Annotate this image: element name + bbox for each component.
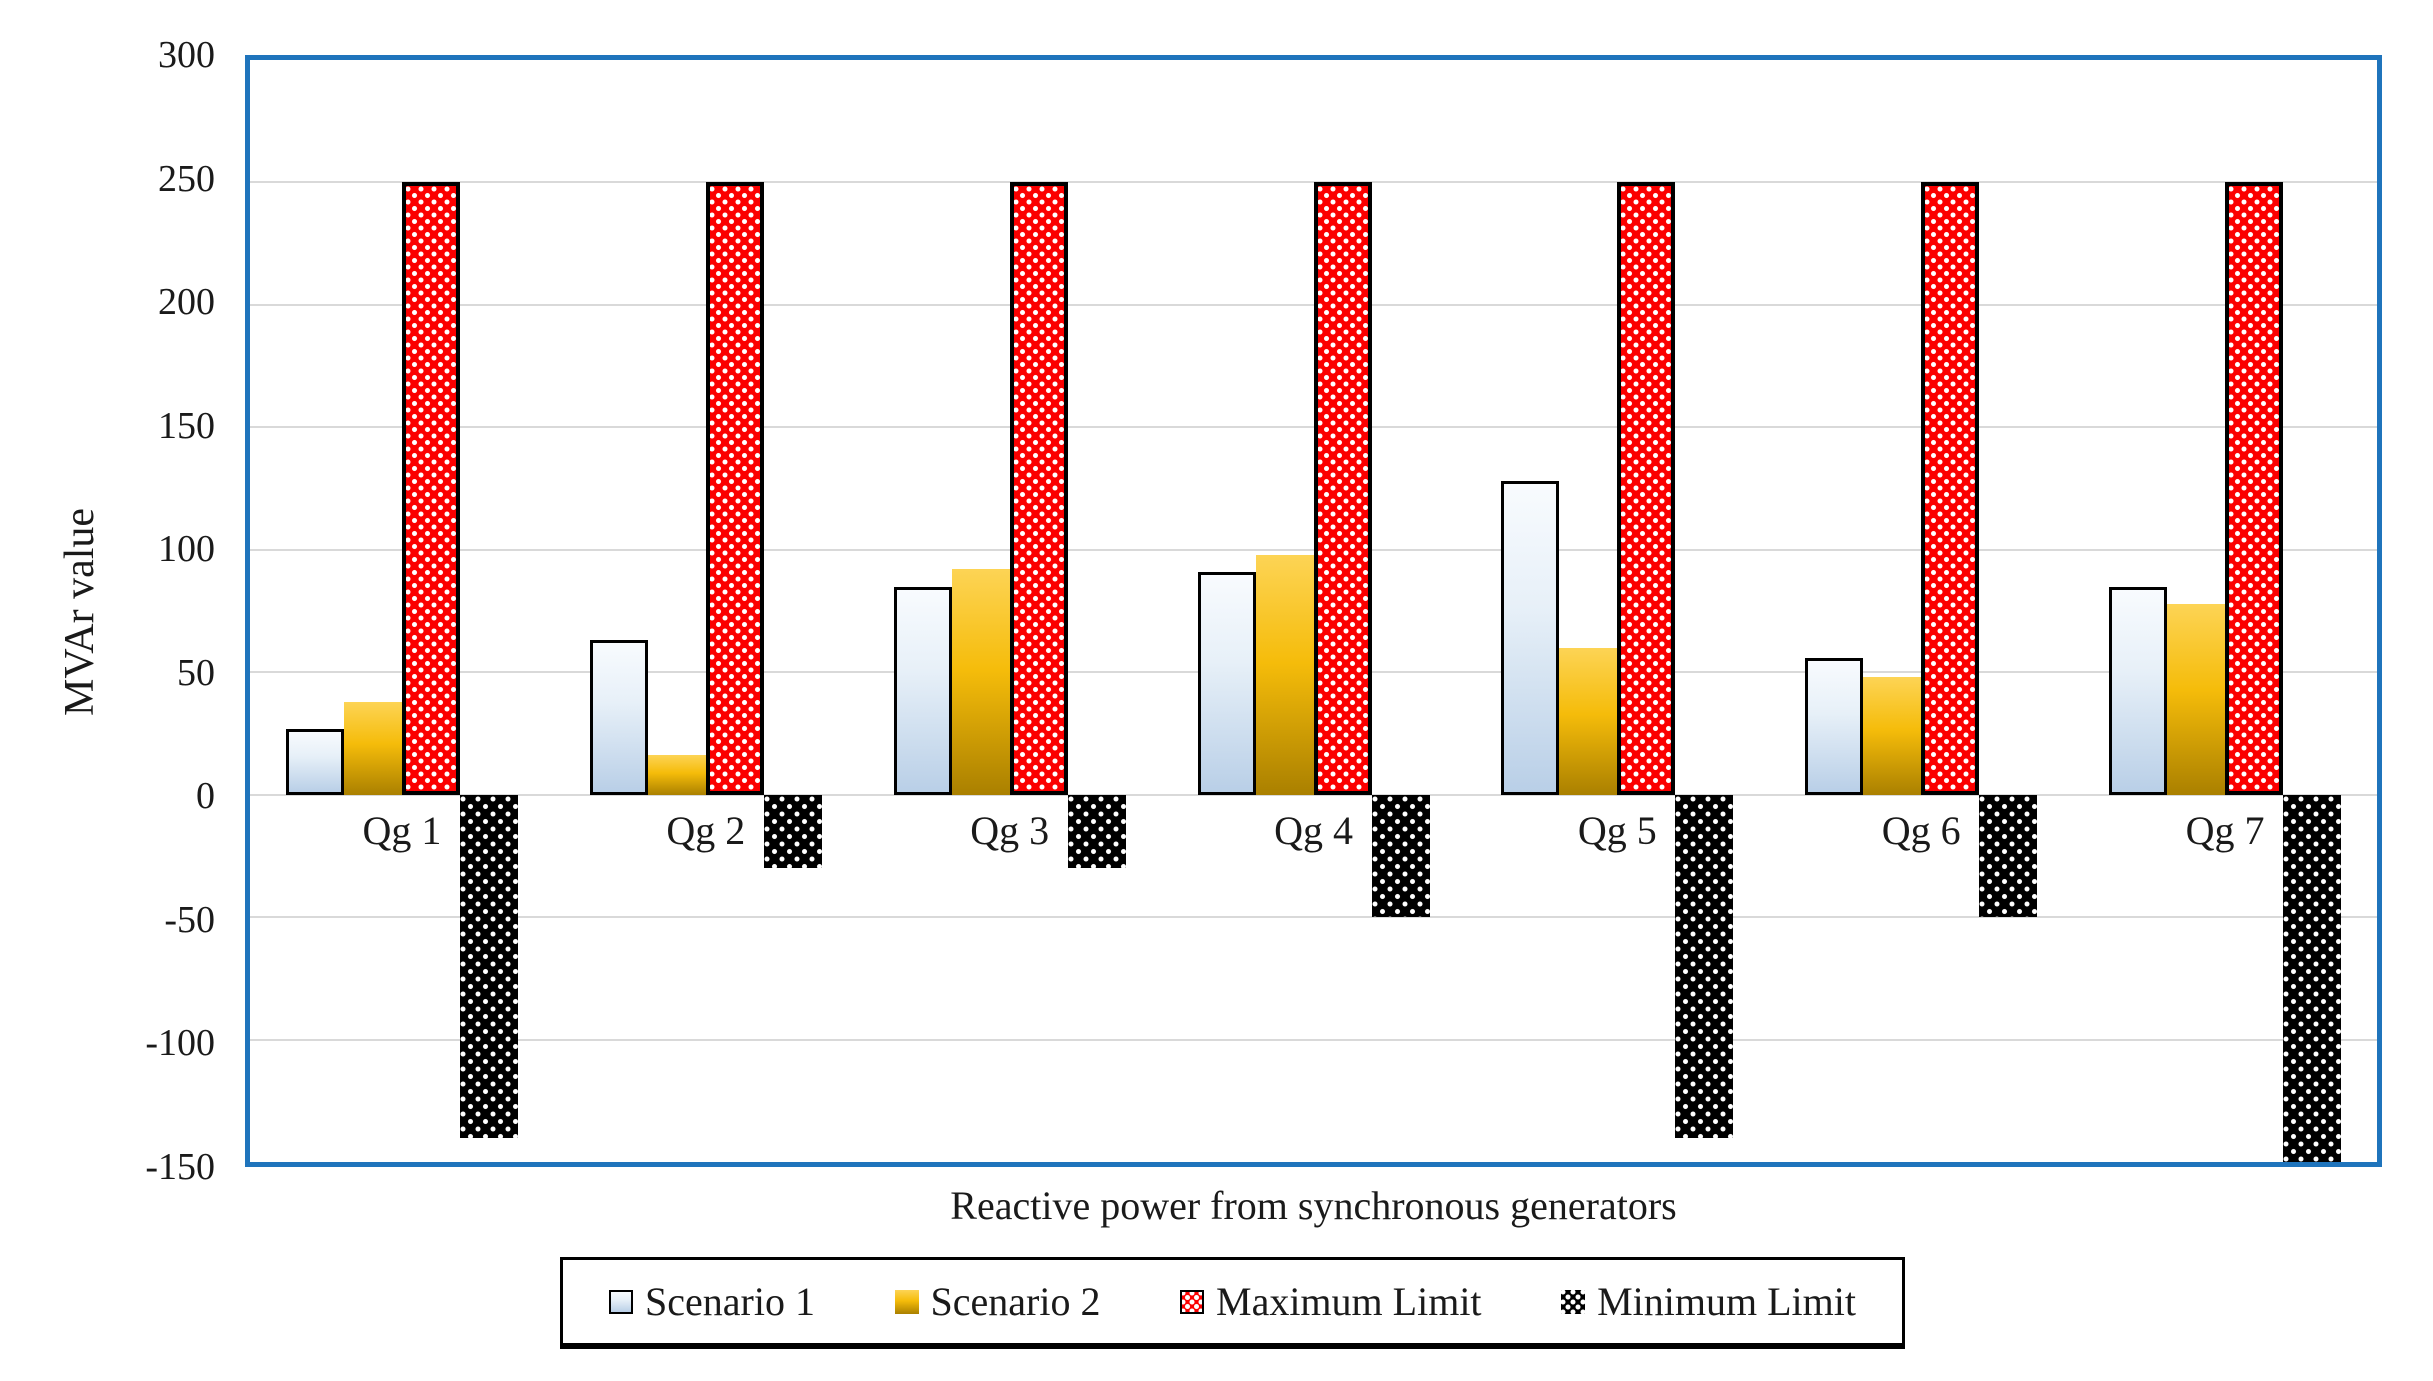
legend-label-scenario-2: Scenario 2 xyxy=(930,1279,1101,1324)
bar-scenario-2-qg-5 xyxy=(1559,647,1618,795)
category-label-qg-2: Qg 2 xyxy=(666,807,746,853)
gridline-0 xyxy=(250,793,2377,796)
bar-maximum-limit-qg-2 xyxy=(705,182,764,795)
bar-scenario-1-qg-6 xyxy=(1805,657,1864,795)
bar-scenario-2-qg-3 xyxy=(951,569,1010,795)
bar-maximum-limit-qg-1 xyxy=(401,182,460,795)
bar-minimum-limit-qg-5 xyxy=(1675,794,1734,1138)
plot-area: Qg 1 Qg 2 Qg 3 Qg 4 Qg 5 Qg 6 Qg 7 xyxy=(245,55,2382,1167)
legend: Scenario 1 Scenario 2 Maximum Limit Minimum… xyxy=(560,1257,1905,1349)
y-tick-label-50: 50 xyxy=(177,651,215,694)
y-tick-label-100: 100 xyxy=(158,528,215,571)
category-label-qg-3: Qg 3 xyxy=(970,807,1050,853)
category-group-qg-5: Qg 5 xyxy=(1465,60,1769,1162)
bar-scenario-1-qg-1 xyxy=(285,728,344,795)
bar-scenario-1-qg-2 xyxy=(589,640,648,795)
legend-swatch-scenario-2 xyxy=(894,1289,919,1314)
gridline--50 xyxy=(250,916,2377,919)
bar-scenario-2-qg-2 xyxy=(647,755,706,795)
y-tick-label-150: 150 xyxy=(158,404,215,447)
legend-swatch-scenario-1 xyxy=(609,1289,633,1314)
category-group-qg-4: Qg 4 xyxy=(1162,60,1466,1162)
category-label-qg-6: Qg 6 xyxy=(1881,807,1961,853)
y-tick-label-0: 0 xyxy=(196,775,215,818)
bar-minimum-limit-qg-6 xyxy=(1979,794,2038,918)
bar-maximum-limit-qg-6 xyxy=(1921,182,1980,795)
legend-swatch-minimum-limit xyxy=(1561,1289,1586,1314)
y-tick-label-250: 250 xyxy=(158,157,215,200)
bar-maximum-limit-qg-5 xyxy=(1617,182,1676,795)
legend-item-maximum-limit: Maximum Limit xyxy=(1180,1278,1482,1325)
bar-minimum-limit-qg-1 xyxy=(459,794,518,1138)
y-tick-label-200: 200 xyxy=(158,281,215,324)
bar-scenario-1-qg-3 xyxy=(893,586,952,795)
bar-maximum-limit-qg-7 xyxy=(2225,182,2284,795)
category-group-qg-6: Qg 6 xyxy=(1769,60,2073,1162)
bar-scenario-2-qg-7 xyxy=(2167,603,2226,795)
bars-layer: Qg 1 Qg 2 Qg 3 Qg 4 Qg 5 Qg 6 Qg 7 xyxy=(250,60,2377,1162)
x-axis-title: Reactive power from synchronous generato… xyxy=(950,1183,1677,1228)
category-group-qg-7: Qg 7 xyxy=(2073,60,2377,1162)
category-group-qg-1: Qg 1 xyxy=(250,60,554,1162)
category-label-qg-5: Qg 5 xyxy=(1577,807,1657,853)
legend-label-scenario-1: Scenario 1 xyxy=(645,1279,815,1324)
category-label-qg-7: Qg 7 xyxy=(2185,807,2265,853)
bar-scenario-1-qg-5 xyxy=(1501,481,1560,795)
bar-scenario-1-qg-7 xyxy=(2109,586,2168,795)
gridline--100 xyxy=(250,1038,2377,1041)
bar-minimum-limit-qg-7 xyxy=(2283,794,2342,1162)
legend-swatch-maximum-limit xyxy=(1180,1289,1204,1314)
bar-minimum-limit-qg-4 xyxy=(1371,794,1430,918)
y-tick-label--50: -50 xyxy=(164,898,215,941)
legend-item-scenario-2: Scenario 2 xyxy=(894,1278,1101,1325)
category-group-qg-2: Qg 2 xyxy=(554,60,858,1162)
bar-maximum-limit-qg-4 xyxy=(1313,182,1372,795)
y-tick-label-300: 300 xyxy=(158,34,215,76)
bar-scenario-2-qg-4 xyxy=(1255,554,1314,795)
bar-minimum-limit-qg-3 xyxy=(1067,794,1126,869)
bar-scenario-2-qg-6 xyxy=(1863,677,1922,795)
bar-maximum-limit-qg-3 xyxy=(1009,182,1068,795)
legend-label-maximum-limit: Maximum Limit xyxy=(1216,1279,1482,1324)
category-label-qg-4: Qg 4 xyxy=(1274,807,1353,853)
bar-minimum-limit-qg-2 xyxy=(763,794,822,869)
y-tick-label--150: -150 xyxy=(145,1146,215,1188)
legend-item-scenario-1: Scenario 1 xyxy=(609,1278,815,1325)
category-group-qg-3: Qg 3 xyxy=(858,60,1162,1162)
bar-scenario-1-qg-4 xyxy=(1197,571,1256,795)
legend-item-minimum-limit: Minimum Limit xyxy=(1561,1278,1856,1325)
y-tick-label--100: -100 xyxy=(145,1022,215,1065)
bar-scenario-2-qg-1 xyxy=(343,701,402,795)
legend-label-minimum-limit: Minimum Limit xyxy=(1597,1279,1856,1324)
category-label-qg-1: Qg 1 xyxy=(362,807,442,853)
